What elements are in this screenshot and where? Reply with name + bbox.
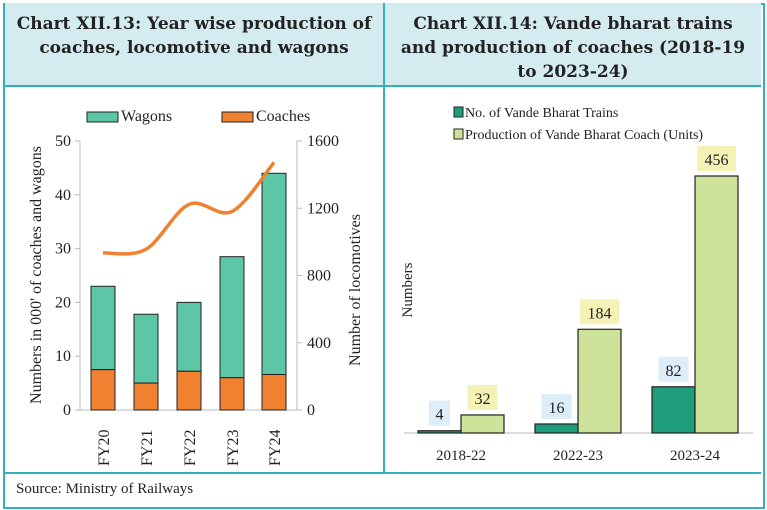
legend-label: No. of Vande Bharat Trains: [465, 106, 618, 121]
coaches-bar: [133, 382, 159, 411]
y-tick-label: 10: [55, 348, 71, 365]
train-count-bar: [534, 423, 579, 434]
panel-divider: [383, 87, 385, 473]
y2-tick-label: 400: [307, 335, 331, 352]
y2-tick-label: 1600: [307, 133, 339, 150]
right-chart-header: Chart XII.14: Vande bharat trains and pr…: [385, 3, 761, 87]
data-label: 184: [588, 305, 612, 322]
data-label: 32: [475, 391, 491, 408]
x-tick-label: 2018-22: [436, 448, 486, 464]
y2-tick-label: 1200: [307, 200, 339, 217]
data-label-bg: [697, 146, 736, 171]
wagons-bar: [176, 301, 202, 372]
legend-label: Production of Vande Bharat Coach (Units): [465, 128, 703, 143]
y-tick-label: 20: [55, 294, 71, 311]
x-tick-label: FY21: [139, 430, 156, 466]
data-label: 16: [549, 400, 565, 417]
legend-swatch: [453, 128, 464, 140]
y-tick-label: 50: [55, 133, 71, 150]
y-tick-label: 0: [63, 402, 71, 419]
wagons-bar: [219, 256, 245, 379]
source-note: Source: Ministry of Railways: [16, 481, 194, 497]
y-tick-label: 40: [55, 187, 71, 204]
wagons-bar: [90, 285, 116, 371]
data-label: 82: [666, 363, 682, 380]
left-y-axis-title: Numbers in 000' of coaches and wagons: [28, 146, 45, 404]
y2-tick-label: 800: [307, 268, 331, 285]
footer-divider: [5, 472, 761, 474]
x-tick-label: FY22: [182, 430, 199, 466]
y-tick-label: 30: [55, 241, 71, 258]
coach-production-bar: [577, 328, 622, 434]
coaches-bar: [90, 369, 116, 411]
data-label: 4: [436, 407, 444, 424]
coach-production-bar: [694, 175, 739, 434]
data-label-bg: [467, 384, 498, 410]
legend-swatch: [453, 106, 464, 118]
coach-production-bar: [460, 414, 505, 434]
legend-swatch-wagons: [86, 111, 119, 123]
wagons-bar: [133, 313, 159, 384]
legend-label-wagons: Wagons: [121, 108, 172, 125]
data-label-bg: [429, 400, 450, 426]
right-y-axis-title: Number of locomotives: [347, 214, 364, 366]
coaches-bar: [176, 370, 202, 411]
data-label-bg: [541, 393, 572, 419]
legend-label-coaches: Coaches: [256, 108, 310, 125]
coaches-bar: [219, 377, 245, 411]
left-chart-title: Chart XII.13: Year wise production of co…: [16, 14, 372, 58]
train-count-bar: [417, 430, 462, 434]
train-count-bar: [651, 386, 696, 434]
data-label-bg: [580, 299, 619, 325]
y2-tick-label: 0: [307, 402, 315, 419]
right-chart-title: Chart XII.14: Vande bharat trains and pr…: [400, 14, 746, 82]
y-axis-title-right: Numbers: [400, 262, 416, 317]
data-label: 456: [705, 152, 729, 169]
x-tick-label: 2022-23: [553, 448, 603, 464]
x-tick-label: 2023-24: [670, 448, 720, 464]
x-tick-label: FY23: [225, 430, 242, 466]
data-label-bg: [658, 356, 689, 382]
wagons-bar: [261, 172, 287, 375]
x-tick-label: FY20: [96, 430, 113, 466]
legend-swatch-coaches: [221, 111, 254, 123]
left-chart-header: Chart XII.13: Year wise production of co…: [5, 3, 385, 87]
x-tick-label: FY24: [267, 430, 284, 466]
coaches-bar: [261, 373, 287, 411]
locomotives-line: [102, 161, 276, 256]
